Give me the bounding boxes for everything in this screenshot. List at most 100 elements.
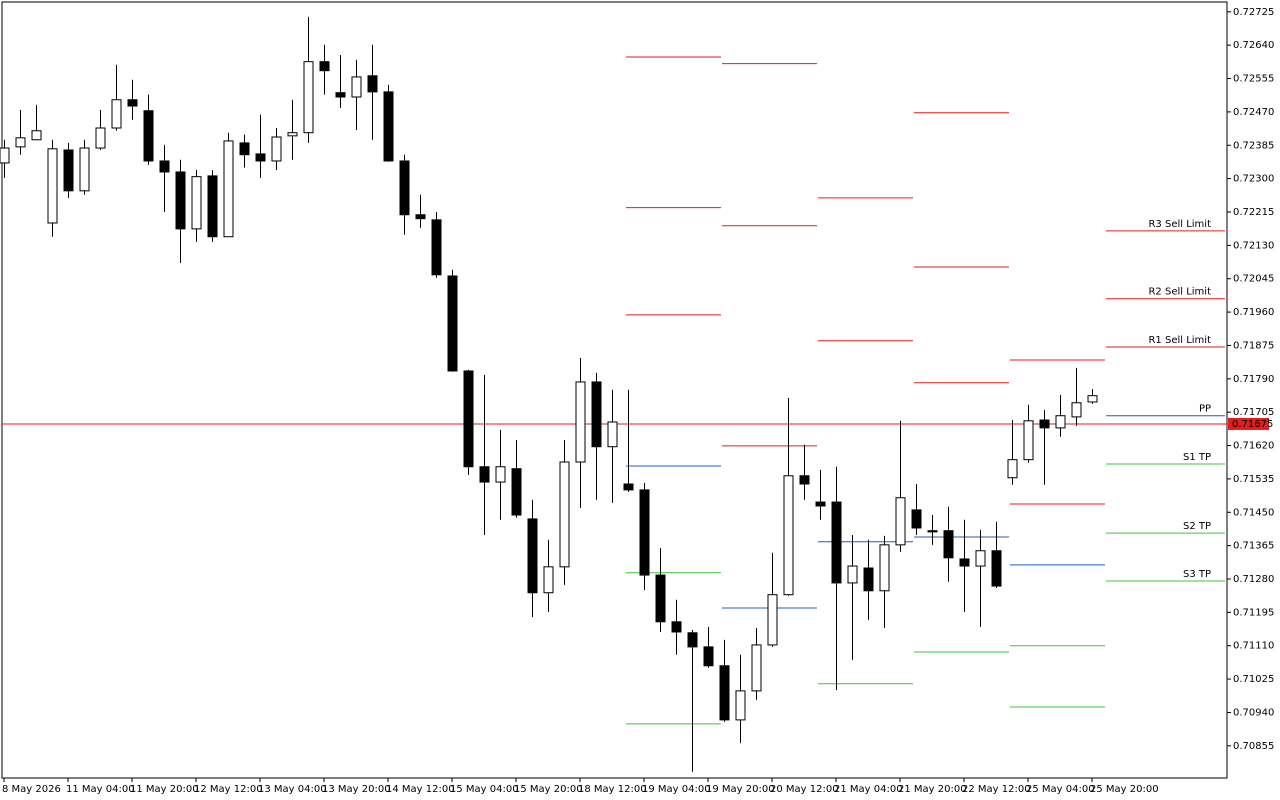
x-tick-label: 14 May 12:00 [386, 784, 455, 795]
candle-body [175, 171, 186, 230]
candle-body [975, 550, 986, 567]
candle-body [815, 501, 826, 507]
candle-body [1071, 402, 1082, 418]
candle-body [559, 461, 570, 568]
candle-body [319, 61, 330, 72]
candle-body [479, 466, 490, 483]
candle-body [767, 594, 778, 646]
candle-body [495, 466, 506, 483]
plot-frame [1, 1, 1228, 779]
candle-body [191, 176, 202, 230]
candle-body [351, 76, 362, 98]
candle-body [0, 147, 10, 164]
y-tick-label: 0.71535 [1233, 474, 1274, 485]
pivot-label: R3 Sell Limit [1148, 219, 1211, 230]
candle-body [879, 544, 890, 592]
x-tick-label: 12 May 12:00 [194, 784, 263, 795]
candle-body [303, 61, 314, 134]
candle-body [655, 574, 666, 623]
candle-body [511, 468, 522, 516]
y-tick-label: 0.72130 [1233, 240, 1274, 251]
candle-body [735, 690, 746, 721]
candle-body [239, 142, 250, 156]
x-tick-label: 19 May 20:00 [706, 784, 775, 795]
candle-body [831, 501, 842, 584]
candle-body [751, 644, 762, 692]
x-tick-label: 11 May 20:00 [130, 784, 199, 795]
x-tick-label: 19 May 04:00 [642, 784, 711, 795]
candle-body [527, 518, 538, 594]
candle-body [1023, 420, 1034, 461]
candle-body [335, 92, 346, 98]
candle-body [991, 550, 1002, 587]
candle-body [207, 175, 218, 238]
candle-body [1007, 459, 1018, 479]
candle-body [399, 160, 410, 216]
y-tick-label: 0.71705 [1233, 407, 1274, 418]
candle-body [1055, 415, 1066, 429]
pivot-label: S2 TP [1183, 521, 1211, 532]
axes: 0.72725 0.72640 0.72555 0.72470 0.72385 0.723… [2, 7, 1274, 795]
y-tick-label: 0.71365 [1233, 541, 1274, 552]
x-tick-label: 21 May 20:00 [898, 784, 967, 795]
candle-body [159, 160, 170, 173]
candle-body [127, 99, 138, 107]
candle-body [63, 149, 74, 192]
candle-body [575, 381, 586, 463]
pivot-label: R2 Sell Limit [1148, 287, 1211, 298]
y-tick-label: 0.72300 [1233, 174, 1274, 185]
y-tick-label: 0.71110 [1233, 641, 1274, 652]
x-tick-label: 22 May 12:00 [962, 784, 1031, 795]
candle-body [79, 147, 90, 192]
pivot-levels: R3 Sell Limit R2 Sell Limit R1 Sell Limit P… [2, 56, 1227, 725]
y-tick-label: 0.72215 [1233, 207, 1274, 218]
candle-body [1039, 419, 1050, 429]
y-tick-label: 0.71450 [1233, 507, 1274, 518]
candle-body [255, 153, 266, 162]
y-tick-label: 0.72470 [1233, 107, 1274, 118]
candle-body [623, 483, 634, 491]
x-tick-label: 25 May 20:00 [1090, 784, 1159, 795]
y-tick-label: 0.71790 [1233, 374, 1274, 385]
candle-body [927, 530, 938, 533]
pivot-label: PP [1199, 404, 1211, 415]
pivot-label: S3 TP [1183, 569, 1211, 580]
y-tick-label: 0.72725 [1233, 7, 1274, 18]
current-price-label: 0.71675 [1232, 419, 1273, 430]
candle-body [47, 148, 58, 224]
candle-body [783, 475, 794, 596]
y-tick-label: 0.71875 [1233, 340, 1274, 351]
candle-body [671, 621, 682, 633]
y-tick-label: 0.70855 [1233, 741, 1274, 752]
candle-body [591, 381, 602, 448]
candle-body [111, 99, 122, 129]
candle-body [687, 632, 698, 648]
candle-body [895, 497, 906, 546]
y-tick-label: 0.70940 [1233, 707, 1274, 718]
candle-body [463, 370, 474, 468]
candle-body [15, 137, 26, 148]
candle-body [799, 475, 810, 485]
candle-body [415, 214, 426, 220]
y-tick-label: 0.71620 [1233, 441, 1274, 452]
candle-body [447, 275, 458, 372]
pivot-label: R1 Sell Limit [1148, 335, 1211, 346]
y-tick-label: 0.72640 [1233, 40, 1274, 51]
x-tick-label: 15 May 20:00 [514, 784, 583, 795]
candle-body [639, 489, 650, 576]
candle-body [719, 665, 730, 721]
candle-body [271, 136, 282, 162]
candle-body [959, 558, 970, 567]
candle-body [383, 91, 394, 162]
candle-body [607, 421, 618, 448]
x-tick-label: 11 May 04:00 [66, 784, 135, 795]
y-tick-label: 0.72385 [1233, 140, 1274, 151]
current-price-box [1228, 417, 1269, 430]
y-tick-label: 0.71280 [1233, 574, 1274, 585]
candle-body [95, 127, 106, 149]
candle-body [1087, 395, 1098, 403]
candle-body [911, 509, 922, 529]
candle-body [543, 566, 554, 594]
